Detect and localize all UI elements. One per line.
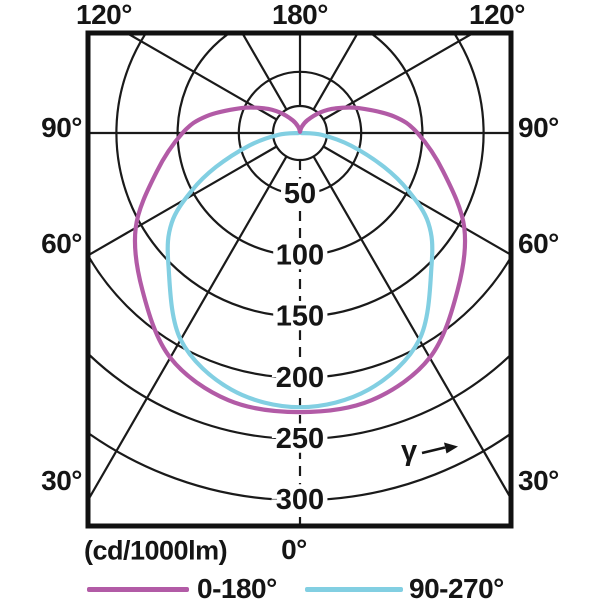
radial-tick-label-200: 200 <box>276 362 324 394</box>
legend-label-0-180: 0-180° <box>197 573 277 600</box>
photometric-curves <box>132 105 468 415</box>
plot-frame <box>85 30 514 529</box>
angle-label-right-60: 60° <box>518 228 559 259</box>
angle-label-top-right: 120° <box>469 0 525 30</box>
angle-label-right-30: 30° <box>518 465 559 496</box>
grid-spoke-gamma-30-left <box>90 155 288 499</box>
radial-tick-label-300: 300 <box>276 484 324 516</box>
legend-swatch-90-270 <box>305 587 403 592</box>
radial-tick-label-250: 250 <box>276 423 324 455</box>
radial-tick-label-150: 150 <box>276 301 324 333</box>
grid-spoke-gamma-120-left <box>128 35 278 121</box>
radial-scale-labels: 50 100 150 200 250 300 <box>271 174 328 521</box>
curve-0-180 <box>132 105 468 415</box>
angle-label-left-90: 90° <box>41 112 82 143</box>
angle-label-bottom-0: 0° <box>281 534 307 565</box>
grid-spoke-gamma-60-left <box>90 145 278 256</box>
grid-spoke-gamma-120 <box>322 35 472 121</box>
curve-90-270 <box>165 130 435 410</box>
grid-spoke-gamma-60 <box>322 145 509 255</box>
angle-label-left-30: 30° <box>41 465 82 496</box>
angle-label-top-center: 180° <box>272 0 328 30</box>
angle-label-right-90: 90° <box>518 112 559 143</box>
radial-tick-label-50: 50 <box>284 178 316 210</box>
radial-tick-label-100: 100 <box>276 239 324 271</box>
angle-label-left-60: 60° <box>41 228 82 259</box>
angle-label-top-left: 120° <box>76 0 132 30</box>
grid-circle-200 <box>90 256 509 379</box>
grid-spoke-gamma-150-left <box>242 35 288 111</box>
gamma-symbol: γ <box>401 435 418 467</box>
grid-spoke-gamma-30 <box>312 155 509 498</box>
units-label: (cd/1000lm) <box>84 535 228 566</box>
grid-spoke-gamma-150 <box>312 35 358 111</box>
gamma-arrow-icon <box>421 442 459 454</box>
gamma-annotation: γ <box>401 435 460 468</box>
legend-label-90-270: 90-270° <box>409 573 504 600</box>
legend-swatch-0-180 <box>87 587 189 592</box>
